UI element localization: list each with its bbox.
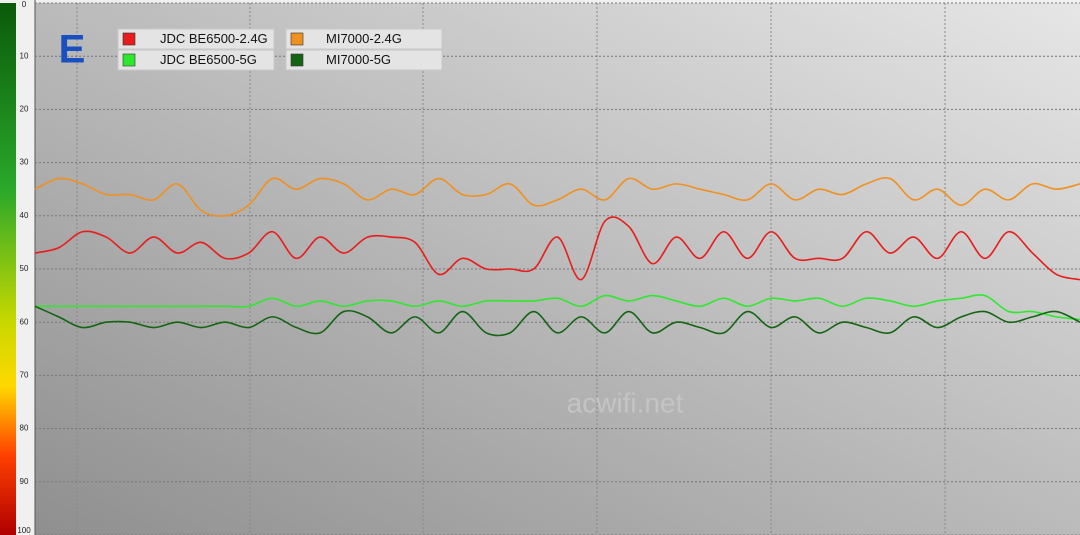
legend-cell xyxy=(285,49,443,71)
y-tick-label: 100 xyxy=(17,526,31,535)
legend-cell xyxy=(285,28,443,50)
legend-cell xyxy=(117,49,275,71)
legend-swatch xyxy=(122,32,136,46)
series-line xyxy=(34,294,1080,321)
series-line xyxy=(34,216,1080,281)
legend-cell xyxy=(117,28,275,50)
series-line xyxy=(34,305,1080,337)
y-tick-label: 90 xyxy=(20,477,29,486)
y-tick-label: 10 xyxy=(20,51,29,60)
y-tick-label: 50 xyxy=(20,264,29,273)
legend-label: JDC BE6500-2.4G xyxy=(160,31,268,46)
legend-swatch xyxy=(290,32,304,46)
legend-swatch xyxy=(290,53,304,67)
plot-area xyxy=(35,3,1080,535)
y-tick-label: 40 xyxy=(20,211,29,220)
panel-label: E xyxy=(59,28,86,72)
legend-label: MI7000-5G xyxy=(326,52,391,67)
legend-label: MI7000-2.4G xyxy=(326,31,402,46)
y-tick-label: 0 xyxy=(22,0,27,9)
y-tick-label: 20 xyxy=(20,105,29,114)
series-line xyxy=(34,177,1080,217)
y-tick-label: 30 xyxy=(20,158,29,167)
y-tick-label: 80 xyxy=(20,424,29,433)
color-scale xyxy=(0,3,16,535)
y-tick-label: 70 xyxy=(20,371,29,380)
legend-swatch xyxy=(122,53,136,67)
watermark: acwifi.net xyxy=(567,387,684,418)
legend-label: JDC BE6500-5G xyxy=(160,52,257,67)
y-tick-label: 60 xyxy=(20,317,29,326)
